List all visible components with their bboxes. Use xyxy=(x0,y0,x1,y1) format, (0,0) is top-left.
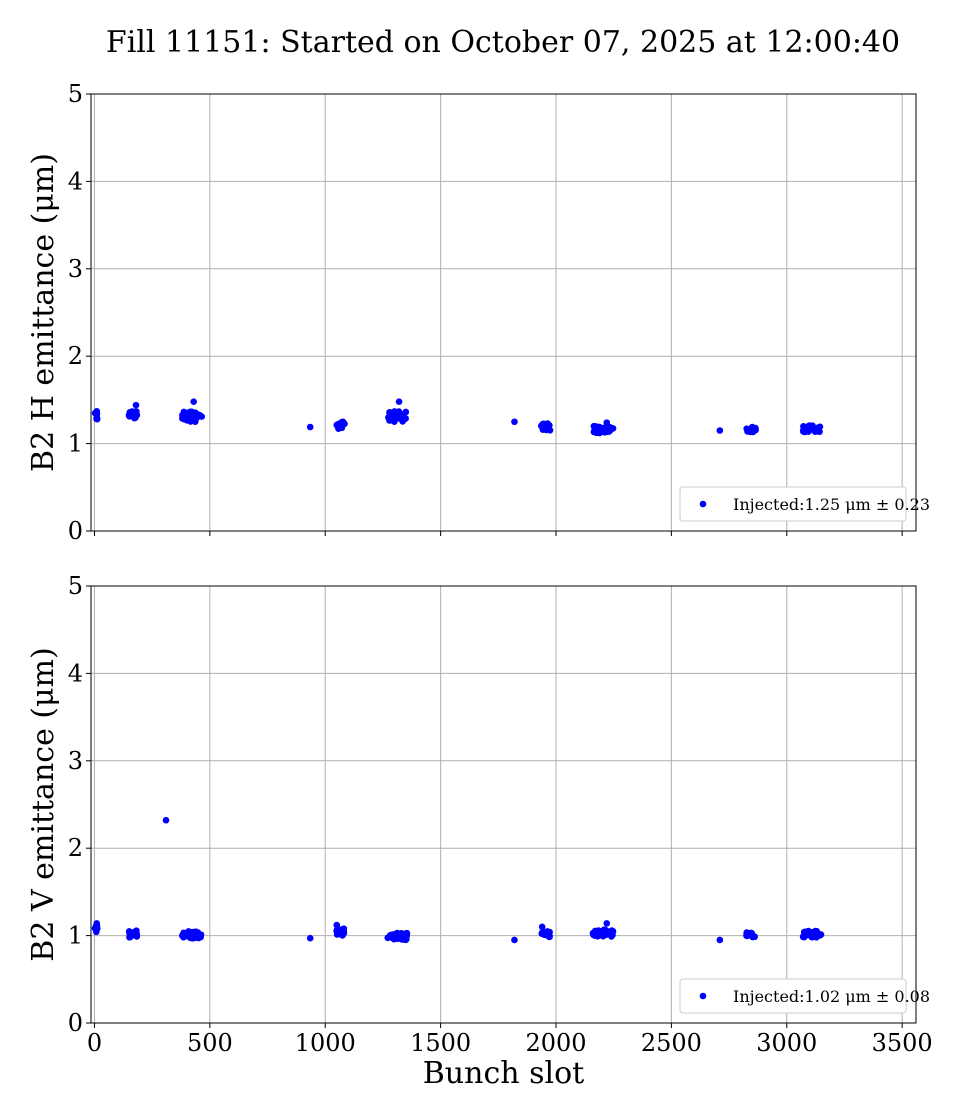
data-point xyxy=(132,401,140,409)
data-point xyxy=(93,415,100,423)
plot-panel-vertical: 0 500 1000 1500 2000 2500 3000 3500 0 1 2 3 4 5 Inject… xyxy=(26,572,933,1091)
y-tick-label: 3 xyxy=(68,255,83,283)
data-point xyxy=(398,936,406,943)
data-point xyxy=(340,929,348,937)
data-point xyxy=(402,408,410,416)
data-point xyxy=(817,931,825,938)
data-point xyxy=(590,428,598,436)
y-tick-label: 5 xyxy=(68,572,83,600)
data-point xyxy=(591,422,599,430)
data-point xyxy=(743,932,751,939)
data-point xyxy=(538,923,546,931)
y-tick-label: 4 xyxy=(68,659,83,687)
legend-label: Injected:1.02 μm ± 0.08 xyxy=(733,987,930,1006)
data-point xyxy=(542,420,550,428)
data-point xyxy=(716,936,724,944)
data-point xyxy=(333,921,341,929)
y-tick-label: 0 xyxy=(68,1009,83,1037)
data-point xyxy=(806,929,814,937)
data-point xyxy=(603,920,611,927)
data-point xyxy=(816,423,824,431)
x-tick-label: 3000 xyxy=(756,1029,817,1057)
x-tick-label: 2000 xyxy=(525,1029,586,1057)
data-point xyxy=(389,931,396,938)
data-point xyxy=(539,426,547,433)
data-point xyxy=(190,398,197,405)
data-point xyxy=(606,425,613,433)
data-point xyxy=(603,419,611,426)
y-tick-label: 1 xyxy=(68,922,83,950)
x-tick-label: 2500 xyxy=(641,1029,702,1057)
data-point xyxy=(129,408,137,416)
legend-marker xyxy=(699,992,707,1000)
plot-panel-horizontal: 0 1 2 3 4 5 Injected:1.25 μm ± 0.23 B2 H emitta… xyxy=(26,80,930,545)
axes-frame xyxy=(90,93,917,532)
axes-frame xyxy=(90,585,917,1024)
data-point xyxy=(186,413,194,421)
data-point xyxy=(198,413,205,420)
y-axis-label: B2 H emittance (μm) xyxy=(26,153,61,472)
data-point xyxy=(511,418,518,426)
y-axis-label: B2 V emittance (μm) xyxy=(26,647,61,961)
data-point xyxy=(402,930,409,937)
data-point xyxy=(607,932,615,939)
figure-title: Fill 11151: Started on October 07, 2025 … xyxy=(106,25,900,60)
y-tick-label: 4 xyxy=(68,167,83,195)
series-markers xyxy=(91,398,824,437)
data-point xyxy=(396,414,403,421)
data-point xyxy=(392,408,399,416)
data-point xyxy=(542,928,550,936)
legend-frame xyxy=(679,486,907,522)
y-tick-label: 2 xyxy=(68,834,83,862)
data-point xyxy=(596,429,603,437)
legend: Injected:1.02 μm ± 0.08 xyxy=(679,978,930,1014)
data-point xyxy=(808,424,815,432)
x-tick-label: 500 xyxy=(187,1029,233,1057)
data-point xyxy=(179,415,186,422)
y-tick-label: 5 xyxy=(68,80,83,108)
data-point xyxy=(333,421,341,429)
y-tick-label: 2 xyxy=(68,342,83,370)
data-point xyxy=(162,816,170,824)
data-point xyxy=(385,414,392,421)
data-point xyxy=(131,414,138,422)
data-point xyxy=(401,415,409,423)
data-point xyxy=(511,936,518,944)
data-point xyxy=(395,398,403,405)
data-point xyxy=(602,926,609,934)
data-point xyxy=(182,930,190,938)
x-axis-label: Bunch slot xyxy=(423,1056,584,1091)
y-tick-label: 0 xyxy=(68,517,83,545)
legend-marker xyxy=(699,500,707,508)
data-point xyxy=(133,931,141,939)
data-point xyxy=(595,929,603,936)
y-tick-label: 1 xyxy=(68,430,83,458)
series-markers xyxy=(91,816,825,944)
data-point xyxy=(716,427,724,434)
x-tick-label: 1500 xyxy=(410,1029,471,1057)
legend: Injected:1.25 μm ± 0.23 xyxy=(679,486,930,522)
data-point xyxy=(341,420,348,428)
x-tick-label: 0 xyxy=(87,1029,102,1057)
x-tick-label: 1000 xyxy=(295,1029,356,1057)
data-point xyxy=(334,929,341,937)
data-point xyxy=(749,428,757,436)
data-point xyxy=(93,407,101,415)
data-point xyxy=(811,927,819,935)
x-tick-label: 3500 xyxy=(872,1029,933,1057)
data-point xyxy=(93,920,101,927)
y-tick-label: 3 xyxy=(68,747,83,775)
legend-frame xyxy=(679,978,907,1014)
data-point xyxy=(306,423,314,431)
data-point xyxy=(195,933,203,940)
legend-label: Injected:1.25 μm ± 0.23 xyxy=(733,495,930,514)
data-point xyxy=(306,934,314,942)
data-point xyxy=(750,933,758,940)
data-point xyxy=(126,931,134,938)
